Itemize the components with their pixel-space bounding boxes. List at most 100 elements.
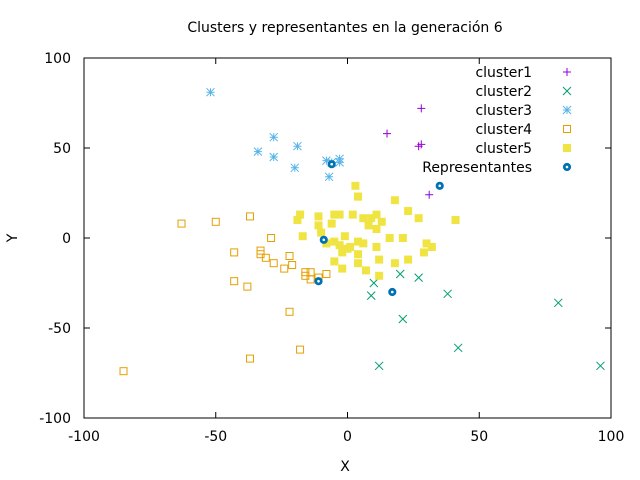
data-point — [383, 129, 392, 138]
data-point — [375, 255, 384, 264]
data-points — [119, 87, 605, 376]
legend-entry: cluster5 — [475, 141, 571, 157]
legend-label: cluster4 — [475, 122, 532, 138]
data-point — [372, 210, 381, 219]
data-point — [211, 217, 220, 226]
data-point — [385, 234, 394, 242]
x-axis-label: X — [340, 459, 350, 475]
data-point — [230, 248, 239, 257]
data-point — [322, 156, 331, 165]
data-point — [330, 237, 339, 246]
data-point — [364, 221, 373, 230]
chart-title: Clusters y representantes en la generaci… — [187, 20, 502, 36]
data-point — [443, 289, 452, 299]
data-point — [388, 287, 397, 297]
x-tick-label: 50 — [470, 429, 488, 445]
y-tick-label: 100 — [44, 51, 71, 67]
data-point — [451, 216, 460, 224]
data-point — [340, 232, 349, 241]
data-point — [419, 248, 428, 257]
y-tick-label: 50 — [53, 141, 71, 157]
legend-entry: cluster2 — [475, 84, 572, 100]
data-point — [298, 232, 307, 241]
x-tick-label: 0 — [343, 429, 352, 445]
data-point — [359, 239, 368, 248]
data-point — [327, 160, 336, 169]
data-point — [377, 217, 386, 226]
x-tick-label: 100 — [598, 429, 625, 445]
data-point — [404, 207, 413, 215]
series-cluster3 — [206, 87, 344, 182]
data-point — [269, 259, 278, 268]
data-point — [293, 141, 302, 151]
legend-marker — [563, 144, 571, 152]
data-point — [372, 225, 381, 233]
y-tick-label: -50 — [48, 321, 71, 337]
data-point — [230, 277, 239, 286]
data-point — [369, 278, 379, 288]
legend-label: cluster3 — [475, 103, 532, 119]
data-point — [269, 132, 279, 142]
data-point — [425, 190, 434, 199]
data-point — [372, 243, 381, 251]
legend-marker — [563, 125, 571, 133]
data-point — [280, 264, 289, 273]
data-point — [338, 248, 347, 257]
data-point — [261, 253, 270, 262]
legend-marker — [562, 162, 572, 172]
legend-label: cluster1 — [475, 65, 532, 81]
legend-marker — [562, 105, 572, 115]
data-point — [317, 228, 326, 237]
data-point — [390, 196, 399, 205]
series-representantes — [314, 160, 444, 297]
series-cluster4 — [119, 212, 331, 376]
data-point — [414, 142, 423, 151]
data-point — [354, 237, 363, 246]
data-point — [293, 216, 302, 224]
data-point — [246, 354, 255, 363]
data-point — [553, 298, 563, 308]
legend-marker — [563, 68, 571, 76]
data-point — [338, 264, 347, 273]
data-point — [375, 271, 384, 280]
series-cluster1 — [383, 104, 434, 199]
data-point — [322, 239, 331, 248]
data-point — [269, 152, 279, 162]
data-point — [354, 259, 363, 268]
series-cluster2 — [366, 269, 605, 371]
data-point — [374, 361, 384, 371]
y-tick-label: -100 — [39, 411, 71, 427]
data-point — [243, 282, 252, 291]
data-point — [427, 243, 436, 251]
data-point — [306, 275, 315, 284]
data-point — [335, 241, 344, 250]
legend-marker — [562, 86, 572, 96]
legend-label: Representantes — [422, 160, 532, 176]
data-point — [206, 87, 215, 97]
legend-label: cluster2 — [475, 84, 532, 100]
data-point — [324, 172, 334, 182]
data-point — [288, 261, 297, 269]
axis-ticks: -100 -50 0 50 100 -100 -50 0 50 100 — [39, 51, 624, 445]
x-tick-label: -100 — [68, 429, 100, 445]
data-point — [366, 291, 376, 300]
data-point — [453, 343, 463, 353]
y-tick-label: 0 — [62, 231, 71, 247]
data-point — [319, 235, 328, 244]
data-point — [330, 257, 339, 266]
data-point — [296, 210, 305, 219]
data-point — [354, 192, 363, 201]
data-point — [348, 210, 357, 219]
data-point — [398, 314, 408, 324]
data-point — [395, 269, 405, 279]
data-point — [267, 234, 276, 242]
legend-entry: cluster3 — [475, 103, 572, 119]
data-point — [417, 104, 426, 113]
y-axis-label: Y — [5, 233, 21, 243]
data-point — [435, 181, 444, 190]
data-point — [404, 255, 413, 264]
data-point — [351, 181, 360, 190]
data-point — [327, 219, 336, 228]
data-point — [367, 214, 376, 223]
